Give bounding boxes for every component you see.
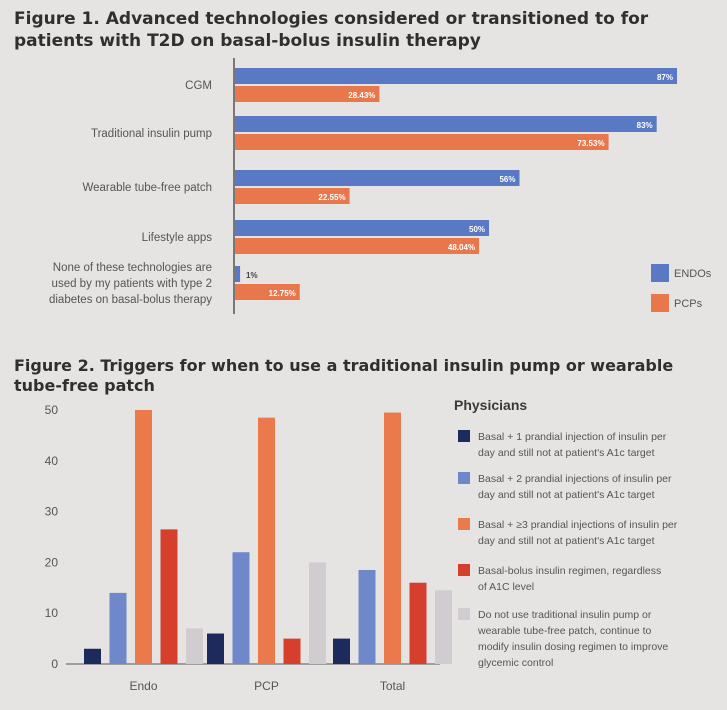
bar-series-5-total xyxy=(435,590,452,664)
category-label-total: Total xyxy=(380,679,405,693)
bar-series-1-endo xyxy=(84,648,101,664)
value-label-pcps-traditional-insulin-pump: 73.53% xyxy=(577,139,604,148)
category-label-wearable-tube-free-patch: Wearable tube-free patch xyxy=(82,182,212,194)
bar-pcps-lifestyle-apps xyxy=(235,238,480,254)
legend-label-pcps: PCPs xyxy=(674,298,703,310)
legend-label-series-4: Basal-bolus insulin regimen, regardless o… xyxy=(478,565,661,593)
bar-endos-lifestyle-apps xyxy=(235,220,490,236)
bar-series-4-total xyxy=(409,582,427,664)
bar-series-4-pcp xyxy=(283,638,301,664)
legend-swatch-series-5 xyxy=(458,608,470,620)
category-label-endo: Endo xyxy=(129,679,157,693)
bar-series-2-pcp xyxy=(232,552,250,664)
figure-1-chart: CGM Traditional insulin pump Wearable tube… xyxy=(49,58,712,314)
category-label-lifestyle-apps: Lifestyle apps xyxy=(142,232,213,244)
legend-swatch-series-2 xyxy=(458,472,470,484)
bar-series-1-pcp xyxy=(207,633,224,664)
legend-swatch-series-4 xyxy=(458,564,470,576)
bar-series-5-endo xyxy=(186,628,203,664)
y-tick-label-10: 10 xyxy=(45,606,59,620)
legend-label-series-3: Basal + ≥3 prandial injections of insuli… xyxy=(478,519,678,547)
bar-series-2-endo xyxy=(109,592,127,664)
value-label-pcps-cgm: 28.43% xyxy=(348,91,375,100)
bar-pcps-traditional-insulin-pump xyxy=(235,134,609,150)
y-tick-label-0: 0 xyxy=(51,657,58,671)
category-label-pcp: PCP xyxy=(254,679,279,693)
value-label-pcps-none-of-these-technologies-are-used-by-m: 12.75% xyxy=(269,289,296,298)
legend-swatch-pcps xyxy=(651,294,669,312)
bar-endos-none-of-these-technologies-are-used-by-m xyxy=(235,266,241,282)
bar-series-4-endo xyxy=(160,529,178,664)
value-label-endos-cgm: 87% xyxy=(657,73,673,82)
figure-2-chart: 0 10 20 30 40 50 Endo PCP Total Physicians Basal… xyxy=(45,397,678,693)
value-label-pcps-wearable-tube-free-patch: 22.55% xyxy=(318,193,345,202)
bar-pcps-cgm xyxy=(235,86,380,102)
bar-series-5-pcp xyxy=(309,562,326,664)
category-label-cgm: CGM xyxy=(185,80,212,92)
value-label-endos-none-of-these-technologies-are-used-by-m: 1% xyxy=(246,271,258,280)
legend-label-series-5: Do not use traditional insulin pump or we… xyxy=(477,609,668,669)
value-label-endos-lifestyle-apps: 50% xyxy=(469,225,485,234)
bar-series-2-total xyxy=(358,570,376,664)
y-tick-label-30: 30 xyxy=(45,505,59,519)
legend-swatch-series-3 xyxy=(458,518,470,530)
category-label-traditional-insulin-pump: Traditional insulin pump xyxy=(91,128,212,140)
bar-pcps-wearable-tube-free-patch xyxy=(235,188,350,204)
value-label-pcps-lifestyle-apps: 48.04% xyxy=(448,243,475,252)
value-label-endos-wearable-tube-free-patch: 56% xyxy=(499,175,515,184)
legend-swatch-endos xyxy=(651,264,669,282)
bar-series-3-pcp xyxy=(258,417,275,664)
y-tick-label-50: 50 xyxy=(45,403,59,417)
bar-series-1-total xyxy=(333,638,350,664)
bar-endos-cgm xyxy=(235,68,677,84)
figure-1-title: Figure 1. Advanced technologies consider… xyxy=(14,9,649,51)
y-tick-label-20: 20 xyxy=(45,555,59,569)
bar-endos-wearable-tube-free-patch xyxy=(235,170,520,186)
bar-pcps-none-of-these-technologies-are-used-by-m xyxy=(235,284,300,300)
bar-series-3-endo xyxy=(135,410,152,664)
legend-label-series-2: Basal + 2 prandial injections of insulin… xyxy=(478,473,672,501)
bar-endos-traditional-insulin-pump xyxy=(235,116,657,132)
category-label-none-of-these-technologies-are-used-by-m: None of these technologies are used by my… xyxy=(49,262,212,306)
legend-label-series-1: Basal + 1 prandial injection of insulin … xyxy=(478,431,667,459)
value-label-endos-traditional-insulin-pump: 83% xyxy=(637,121,653,130)
legend-label-endos: ENDOs xyxy=(674,268,712,280)
legend-swatch-series-1 xyxy=(458,430,470,442)
figure-2-title: Figure 2. Triggers for when to use a tra… xyxy=(14,356,674,395)
y-tick-label-40: 40 xyxy=(45,454,59,468)
legend-title: Physicians xyxy=(454,397,527,413)
bar-series-3-total xyxy=(384,412,401,664)
